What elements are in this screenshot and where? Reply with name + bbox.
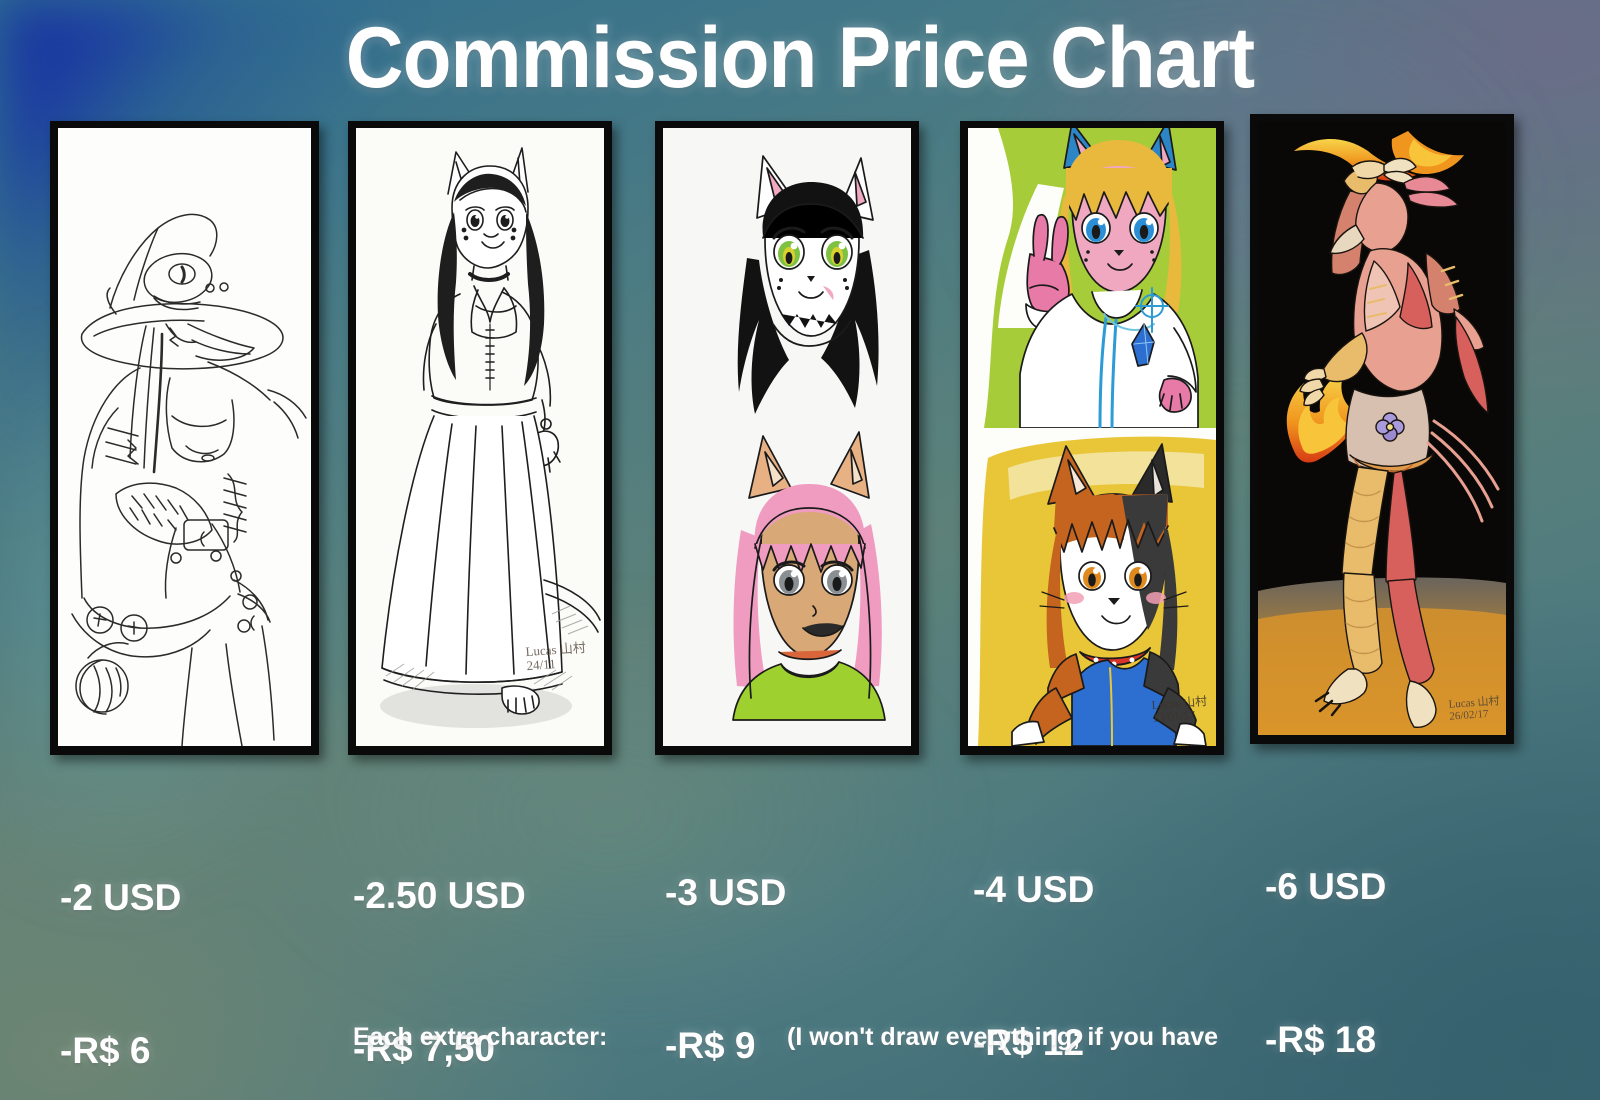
artist-signature-colored-bust: Lucas 山村 13/01/17 (1151, 693, 1208, 725)
price-usd-colored-headshot: -3 USD (665, 872, 787, 913)
price-brl-colored-headshot: -R$ 9 (665, 1025, 756, 1066)
artwork-image-full-illustration: Lucas 山村 26/02/17 (1258, 121, 1506, 735)
price-usd-colored-bust: -4 USD (973, 869, 1095, 910)
artist-signature-inked: Lucas 山村 24/11 (524, 639, 586, 673)
price-usd-full-illustration: -6 USD (1265, 866, 1387, 907)
price-block-inked: -2.50 USD -R$ 7,50 -250 DA points (353, 768, 611, 1100)
note-extra-character-line1: Each extra character: (353, 1023, 608, 1051)
note-extra-character: Each extra character: +50% original pric… (353, 945, 607, 1100)
artwork-panel-lineart (50, 121, 319, 755)
price-block-colored-bust: -4 USD -R$ 12 -400 DA points (973, 762, 1231, 1100)
price-brl-full-illustration: -R$ 18 (1265, 1019, 1377, 1060)
artwork-image-colored-headshot (663, 128, 911, 746)
price-usd-lineart: -2 USD (60, 877, 182, 918)
price-brl-lineart: -R$ 6 (60, 1030, 151, 1071)
page-title: Commission Price Chart (345, 10, 1255, 106)
artwork-panel-full-illustration: Lucas 山村 26/02/17 (1250, 114, 1514, 744)
artwork-image-inked: Lucas 山村 24/11 (356, 128, 604, 746)
artwork-image-lineart (58, 128, 311, 746)
price-block-lineart: -2 USD -R$ 6 -200 DA points (60, 770, 318, 1100)
price-usd-inked: -2.50 USD (353, 875, 526, 916)
price-block-colored-headshot: -3 USD -R$ 9 -300 DA points (665, 765, 923, 1100)
artwork-image-colored-bust: Lucas 山村 13/01/17 (968, 128, 1216, 746)
price-brl-inked: -R$ 7,50 (353, 1028, 495, 1069)
artwork-panel-inked: Lucas 山村 24/11 (348, 121, 612, 755)
artist-signature-full-illustration: Lucas 山村 26/02/17 (1448, 695, 1500, 723)
note-disclaimer-line1: (I won't draw everything; if you have (787, 1023, 1219, 1051)
note-disclaimer: (I won't draw everything; if you have a … (787, 945, 1218, 1100)
artwork-panel-colored-bust: Lucas 山村 13/01/17 (960, 121, 1224, 755)
price-block-full-illustration: -6 USD -R$ 18 -600 DA points (1265, 759, 1523, 1100)
artwork-panel-colored-headshot (655, 121, 919, 755)
price-brl-colored-bust: -R$ 12 (973, 1022, 1085, 1063)
